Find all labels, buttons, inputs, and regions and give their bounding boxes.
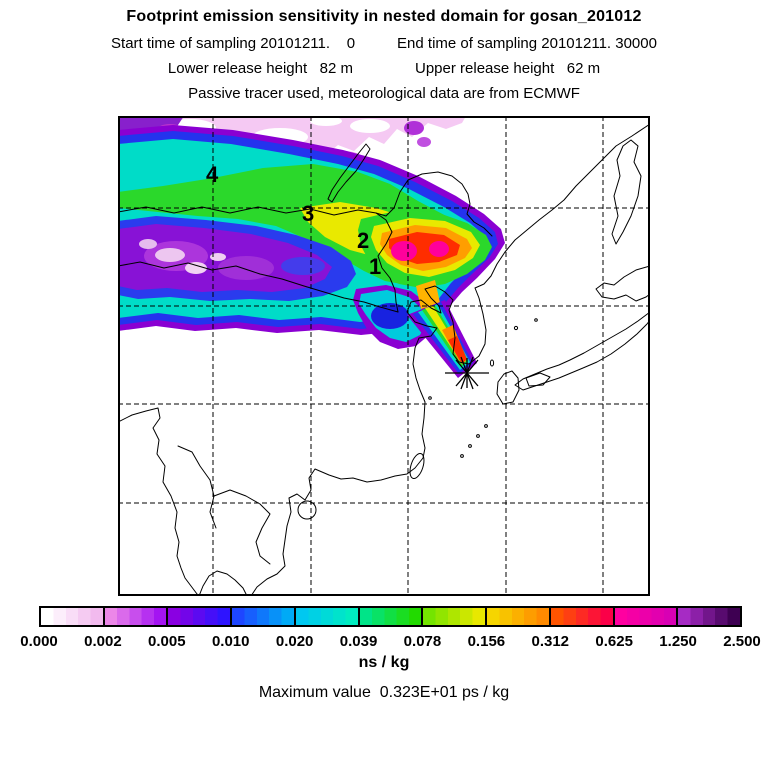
colorbar-segment bbox=[678, 608, 741, 625]
colorbar-tick-label: 1.250 bbox=[659, 633, 697, 650]
colorbar-tick-label: 2.500 bbox=[723, 633, 761, 650]
colorbar-tick-label: 0.000 bbox=[20, 633, 58, 650]
colorbar-tick-label: 0.156 bbox=[467, 633, 506, 650]
colorbar-segment bbox=[168, 608, 233, 625]
figure-title: Footprint emission sensitivity in nested… bbox=[126, 8, 642, 25]
receptor-star-icon bbox=[445, 356, 489, 390]
colorbar-segment bbox=[550, 608, 615, 625]
colorbar-tick-label: 0.010 bbox=[211, 633, 250, 650]
colorbar-tick-label: 0.039 bbox=[339, 633, 378, 650]
sampling-times-line: Start time of sampling 20101211. 0 End t… bbox=[0, 35, 768, 52]
start-time-text: Start time of sampling 20101211. 0 bbox=[111, 35, 356, 52]
colorbar-segment bbox=[614, 608, 679, 625]
colorbar-segment bbox=[423, 608, 488, 625]
colorbar bbox=[39, 606, 742, 627]
trajectory-day-label-2: 2 bbox=[357, 228, 369, 253]
coastlines bbox=[117, 123, 651, 597]
colorbar-segment bbox=[232, 608, 296, 625]
map-canvas: 1 2 3 4 bbox=[117, 116, 651, 597]
colorbar-segment bbox=[295, 608, 360, 625]
colorbar-segment bbox=[487, 608, 551, 625]
colorbar-tick-label: 0.078 bbox=[403, 633, 442, 650]
colorbar-tick-label: 0.625 bbox=[595, 633, 633, 650]
release-heights-line: Lower release height 82 m Upper release … bbox=[0, 60, 768, 77]
lower-release-height-text: Lower release height 82 m bbox=[167, 60, 353, 77]
end-time-text: End time of sampling 20101211. 30000 bbox=[397, 35, 657, 52]
colorbar-segment bbox=[41, 608, 105, 625]
colorbar-tick-label: 0.020 bbox=[275, 633, 314, 650]
upper-release-height-text: Upper release height 62 m bbox=[415, 60, 601, 77]
map-frame bbox=[118, 116, 650, 596]
colorbar-units: ns / kg bbox=[358, 654, 410, 671]
map-panel: 1 2 3 4 bbox=[117, 116, 651, 597]
trajectory-day-label-3: 3 bbox=[302, 201, 314, 226]
colorbar-segment bbox=[104, 608, 169, 625]
trajectory-day-labels: 1 2 3 4 bbox=[206, 162, 381, 279]
trajectory-day-label-4: 4 bbox=[206, 162, 219, 187]
colorbar-tick-label: 0.002 bbox=[84, 633, 122, 650]
trajectory-day-label-1: 1 bbox=[369, 254, 381, 279]
colorbar-segment bbox=[359, 608, 424, 625]
colorbar-labels: 0.000 0.002 0.005 0.010 0.020 0.039 0.078 0.156… bbox=[20, 633, 761, 651]
colorbar-tick-label: 0.312 bbox=[531, 633, 570, 650]
max-value-text: Maximum value 0.323E+01 ps / kg bbox=[258, 684, 510, 701]
colorbar-tick-label: 0.005 bbox=[148, 633, 186, 650]
tracer-info-text: Passive tracer used, meteorological data… bbox=[188, 85, 580, 102]
